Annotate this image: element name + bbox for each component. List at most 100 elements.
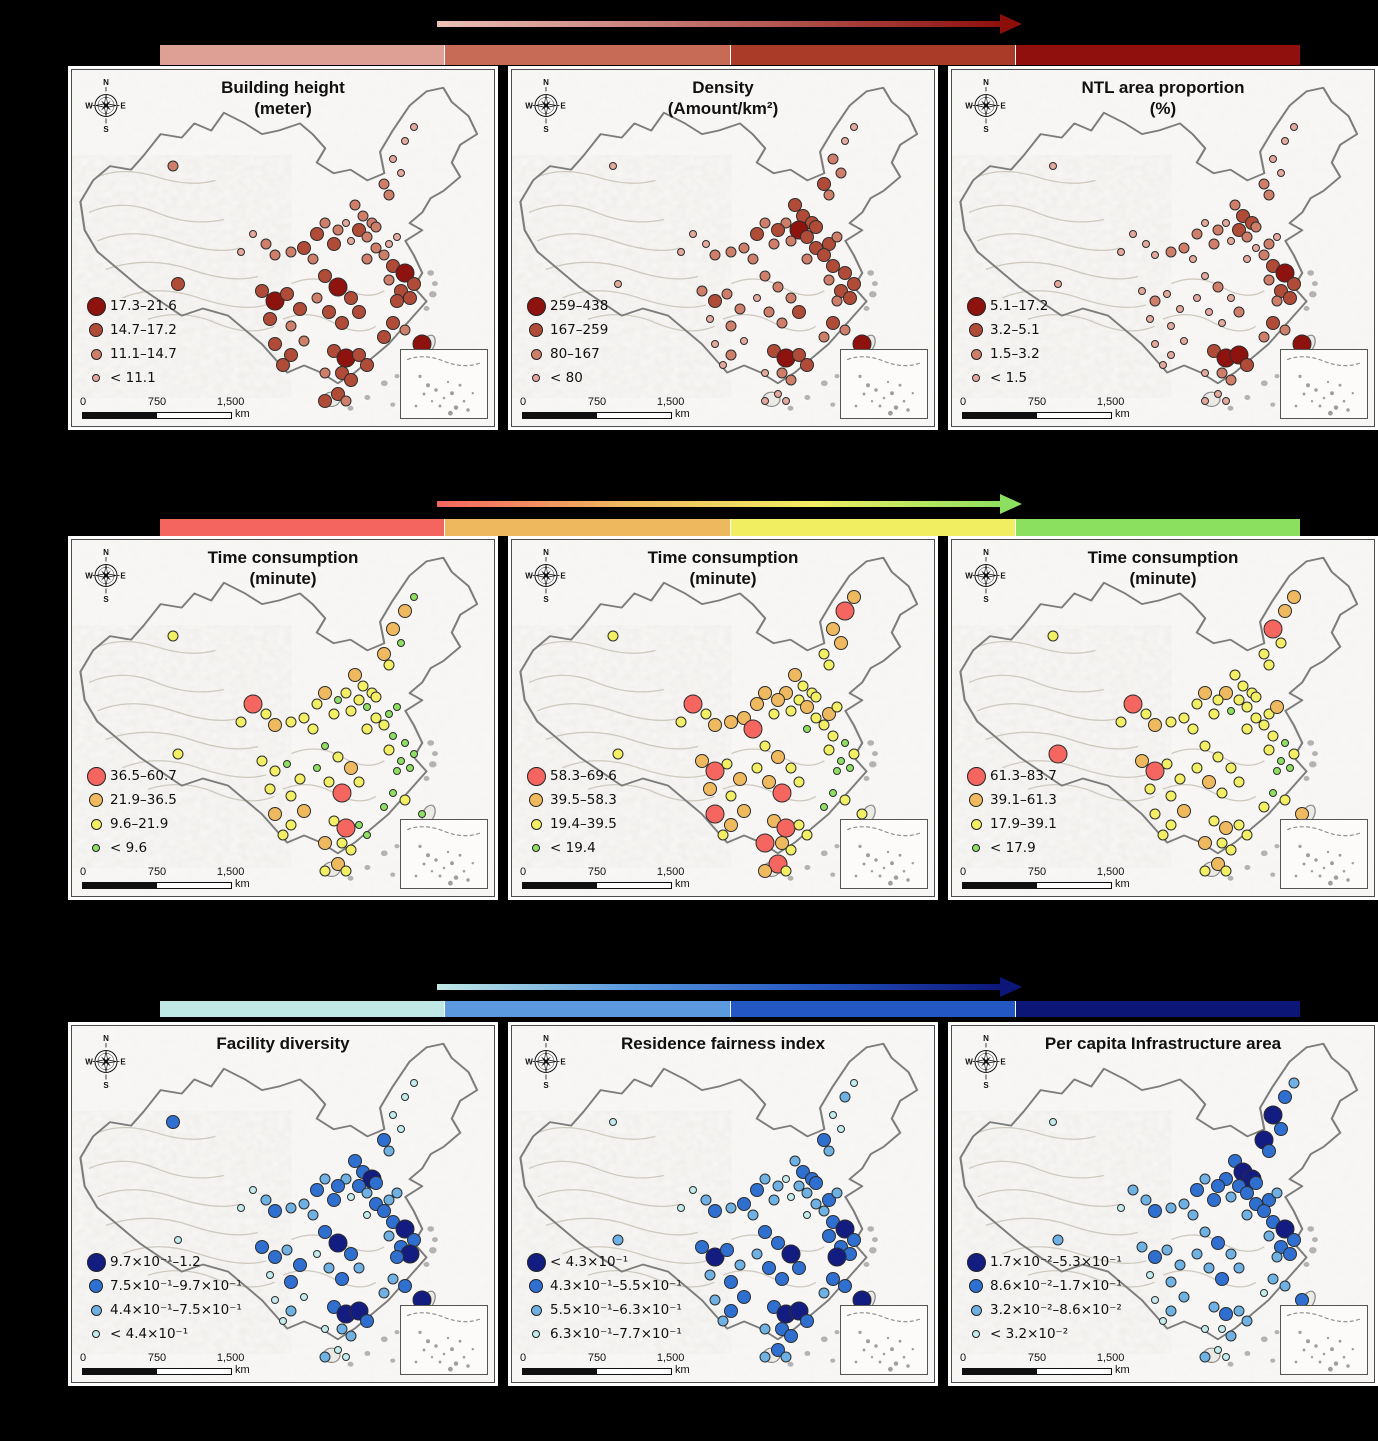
scale-unit-label: km xyxy=(1115,408,1130,420)
city-symbol xyxy=(717,1315,729,1327)
city-symbol xyxy=(725,246,737,258)
scale-unit-label: km xyxy=(1115,878,1130,890)
city-symbol xyxy=(797,680,809,692)
scale-tick-1500: 1,500 xyxy=(656,1352,685,1364)
city-symbol xyxy=(1288,1077,1300,1089)
inset-map-south-china-sea xyxy=(400,819,488,889)
city-symbol xyxy=(283,760,292,769)
city-symbol xyxy=(285,819,297,831)
city-symbol xyxy=(297,803,312,818)
city-symbol xyxy=(1137,286,1146,295)
city-symbol xyxy=(370,242,382,254)
city-symbol xyxy=(1149,808,1161,820)
city-symbol xyxy=(707,294,722,309)
city-symbol xyxy=(318,686,333,701)
city-symbol xyxy=(825,622,840,636)
city-symbol xyxy=(793,819,805,831)
city-symbol xyxy=(834,636,849,651)
map-legend: 1.7×10⁻²–5.3×10⁻¹ 8.6×10⁻²–1.7×10⁻¹ 3.2×10… xyxy=(962,1250,1122,1346)
map-panel: Residence fairness index N S W E xyxy=(508,1022,938,1386)
city-symbol xyxy=(676,1203,685,1212)
city-symbol xyxy=(1212,224,1224,236)
city-symbol xyxy=(1258,719,1270,731)
map-area: Facility diversity N S W E xyxy=(71,1025,495,1383)
legend-symbol xyxy=(89,1279,103,1293)
city-symbol xyxy=(837,756,846,765)
city-symbol xyxy=(321,1324,330,1333)
city-symbol xyxy=(236,247,245,256)
city-symbol xyxy=(172,748,183,760)
city-symbol xyxy=(1052,1234,1063,1246)
scale-unit-label: km xyxy=(235,878,250,890)
city-symbol xyxy=(346,1192,355,1201)
city-symbol xyxy=(277,829,289,841)
city-symbol xyxy=(351,305,366,320)
city-symbol xyxy=(298,712,310,724)
city-symbol xyxy=(170,276,185,291)
city-symbol xyxy=(772,1180,784,1192)
city-symbol xyxy=(361,723,373,735)
city-symbol xyxy=(732,771,747,786)
city-symbol xyxy=(1146,315,1155,324)
city-symbol xyxy=(1268,788,1277,797)
city-symbol xyxy=(821,1229,836,1244)
city-symbol xyxy=(260,238,272,250)
svg-text:W: W xyxy=(85,1058,93,1067)
legend-symbol xyxy=(526,296,546,316)
city-symbol xyxy=(612,748,623,760)
city-symbol xyxy=(1271,1251,1283,1263)
legend-label: 6.3×10⁻¹–7.7×10⁻¹ xyxy=(550,1326,682,1342)
compass-rose-icon: N S W E xyxy=(85,78,126,134)
legend-label: 11.1–14.7 xyxy=(110,346,177,362)
scale-tick-1500: 1,500 xyxy=(216,866,245,878)
city-symbol xyxy=(254,1239,269,1254)
china-basemap xyxy=(72,70,494,426)
city-symbol xyxy=(298,335,310,347)
city-symbol xyxy=(378,249,390,261)
city-symbol xyxy=(385,622,400,636)
city-symbol xyxy=(743,719,763,739)
city-symbol xyxy=(1265,315,1280,330)
city-symbol xyxy=(1269,700,1284,715)
city-symbol xyxy=(839,794,851,806)
legend-label: 17.3–21.6 xyxy=(110,298,177,314)
city-symbol xyxy=(1268,155,1277,163)
city-symbol xyxy=(1251,244,1260,252)
city-symbol xyxy=(1233,819,1245,831)
terrain-lines xyxy=(88,640,385,802)
city-symbol xyxy=(336,837,348,849)
city-symbol xyxy=(1203,1262,1215,1274)
scale-tick-0: 0 xyxy=(520,866,527,878)
city-symbol xyxy=(260,1194,272,1206)
city-symbol xyxy=(1199,1173,1211,1185)
city-symbol xyxy=(1258,331,1270,343)
city-symbol xyxy=(791,305,806,320)
scale-bar-rule xyxy=(82,882,232,889)
city-symbol xyxy=(294,773,306,785)
city-symbol xyxy=(1174,773,1186,785)
city-symbol xyxy=(1205,308,1214,317)
city-symbol xyxy=(361,253,373,265)
city-symbol xyxy=(1222,1353,1231,1362)
city-symbol xyxy=(1286,589,1301,604)
city-symbol xyxy=(772,281,784,293)
city-symbol xyxy=(694,753,709,768)
legend-symbol xyxy=(90,348,102,360)
svg-text:S: S xyxy=(103,1081,109,1090)
city-symbol xyxy=(1263,619,1283,639)
city-symbol xyxy=(1250,712,1262,724)
city-symbol xyxy=(1049,1118,1058,1127)
scale-tick-750: 750 xyxy=(147,1352,167,1364)
city-symbol xyxy=(391,1187,403,1199)
china-border xyxy=(959,86,1359,385)
svg-text:E: E xyxy=(120,102,126,111)
map-legend: 9.7×10⁻¹–1.2 7.5×10⁻¹–9.7×10⁻¹ 4.4×10⁻¹–7.… xyxy=(82,1250,242,1346)
city-symbol xyxy=(378,1287,390,1299)
city-symbol xyxy=(1243,254,1252,263)
city-symbol xyxy=(401,738,410,747)
city-symbol xyxy=(703,782,718,797)
map-area: NTL area proportion (%) N S W E xyxy=(951,69,1375,427)
map-title-line2: (minute) xyxy=(1129,569,1197,589)
city-symbol xyxy=(838,1278,853,1293)
city-symbol xyxy=(1257,1204,1272,1219)
